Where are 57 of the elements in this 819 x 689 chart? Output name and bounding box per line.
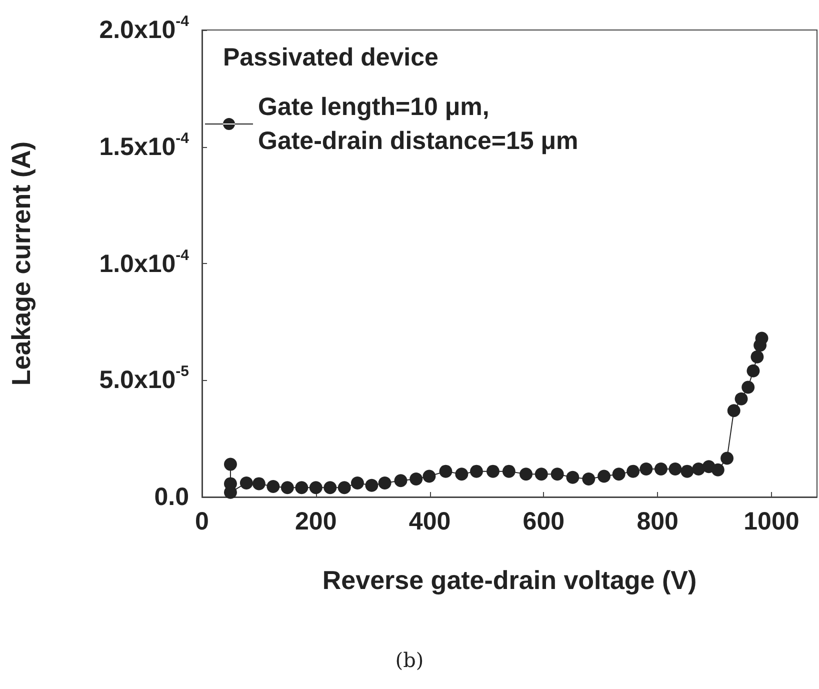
x-tick-label: 400 (408, 508, 451, 536)
point (280, 481, 294, 494)
point (720, 452, 734, 465)
point (598, 470, 611, 483)
point (582, 472, 596, 486)
point (455, 468, 468, 481)
point (534, 468, 548, 481)
point (750, 350, 764, 364)
point (295, 481, 308, 494)
legend-title: Passivated device (223, 44, 439, 72)
point (422, 470, 436, 483)
x-tick-label: 800 (636, 508, 678, 536)
point (470, 464, 483, 478)
y-tick-label: 0.0 (154, 482, 189, 512)
point (324, 481, 337, 494)
point (410, 472, 423, 486)
y-tick-label: 2.0x10$^{-4}$ (99, 13, 189, 45)
legend-label: Gate length=10 μm, Gate-drain distance=15 μm (258, 93, 578, 155)
point (668, 462, 682, 476)
point (566, 470, 580, 484)
point (439, 464, 452, 478)
point (520, 468, 533, 481)
point (550, 468, 564, 481)
x-tick-label: 600 (522, 508, 565, 536)
point (692, 462, 706, 476)
point (486, 464, 500, 478)
point (654, 462, 668, 476)
y-tick-label: 1.0x10$^{-4}$ (99, 246, 189, 278)
x-tick-label: 1000 (744, 508, 800, 536)
point (338, 481, 351, 494)
x-tick-label: 0 (195, 508, 209, 536)
point (502, 464, 516, 478)
point (626, 464, 640, 478)
point (734, 392, 748, 406)
point (727, 404, 740, 418)
point (365, 478, 378, 492)
point (680, 464, 694, 478)
point (309, 481, 322, 494)
point (755, 332, 768, 345)
point (350, 476, 364, 490)
y-tick-label: 5.0x10$^{-5}$ (99, 363, 189, 396)
point (742, 380, 755, 394)
point (746, 364, 760, 378)
x-tick-label: 200 (295, 508, 337, 536)
point (224, 458, 237, 471)
point (640, 462, 653, 476)
point (394, 474, 408, 488)
point (266, 480, 280, 493)
text: (b) (395, 648, 424, 672)
point (378, 476, 392, 490)
point (711, 463, 724, 476)
x-axis-title: Reverse gate-drain voltage (V) (322, 565, 697, 595)
point (612, 468, 626, 481)
point (252, 477, 266, 490)
y-axis-title: Leakage current (A) (6, 141, 36, 386)
point (240, 476, 253, 490)
y-tick-label: 1.5x10$^{-4}$ (99, 130, 189, 162)
